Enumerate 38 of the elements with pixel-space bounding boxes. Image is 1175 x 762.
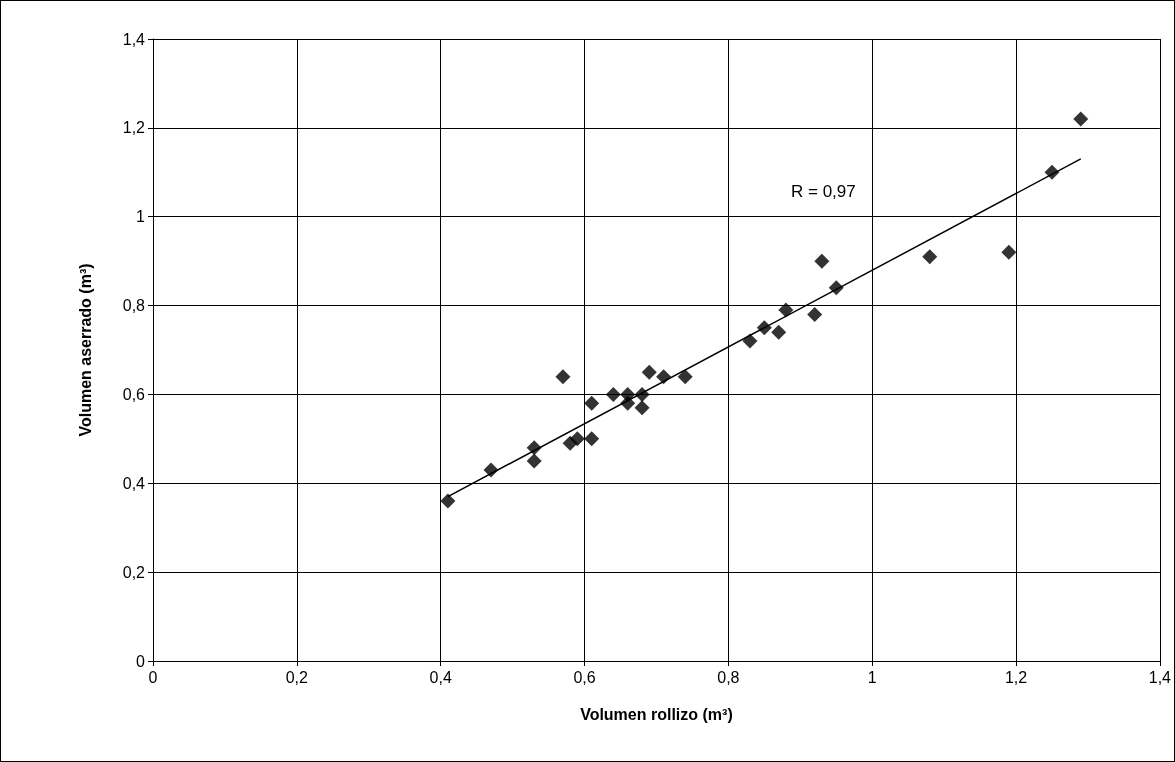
point [605,386,621,402]
point [778,302,794,318]
y-tick-label: 0,4 [122,474,146,492]
point [555,369,571,385]
y-tick-label: 0,6 [122,385,146,403]
x-tick-label: 0,8 [717,668,740,686]
y-tick-label: 1,4 [122,30,146,48]
x-tick-label: 0,6 [573,668,596,686]
x-tick-label: 1 [867,668,877,686]
point [634,400,650,416]
point [922,249,938,265]
point [584,431,600,447]
point [641,364,657,380]
y-tick-label: 0,2 [122,563,146,581]
point [526,453,542,469]
x-tick-label: 0,4 [429,668,452,686]
point [440,493,456,509]
y-tick-label: 1 [136,208,146,226]
point [656,369,672,385]
point [814,253,830,269]
point [1001,244,1017,260]
y-tick-label: 0 [136,652,146,670]
point [677,369,693,385]
point [1073,111,1089,127]
point [807,306,823,322]
x-tick-label: 1,2 [1004,668,1028,686]
point [742,333,758,349]
x-tick-label: 0,2 [285,668,309,686]
y-tick-label: 1,2 [122,119,146,137]
y-axis-title: Volumen aserrado (m³) [76,263,94,437]
y-tick-label: 0,8 [122,297,146,315]
point [569,431,585,447]
point [584,395,600,411]
annotation: R = 0,97 [791,182,856,201]
point [771,324,787,340]
x-axis-title: Volumen rollizo (m³) [580,705,733,723]
x-tick-label: 1,4 [1148,668,1172,686]
x-tick-label: 0 [148,668,158,686]
